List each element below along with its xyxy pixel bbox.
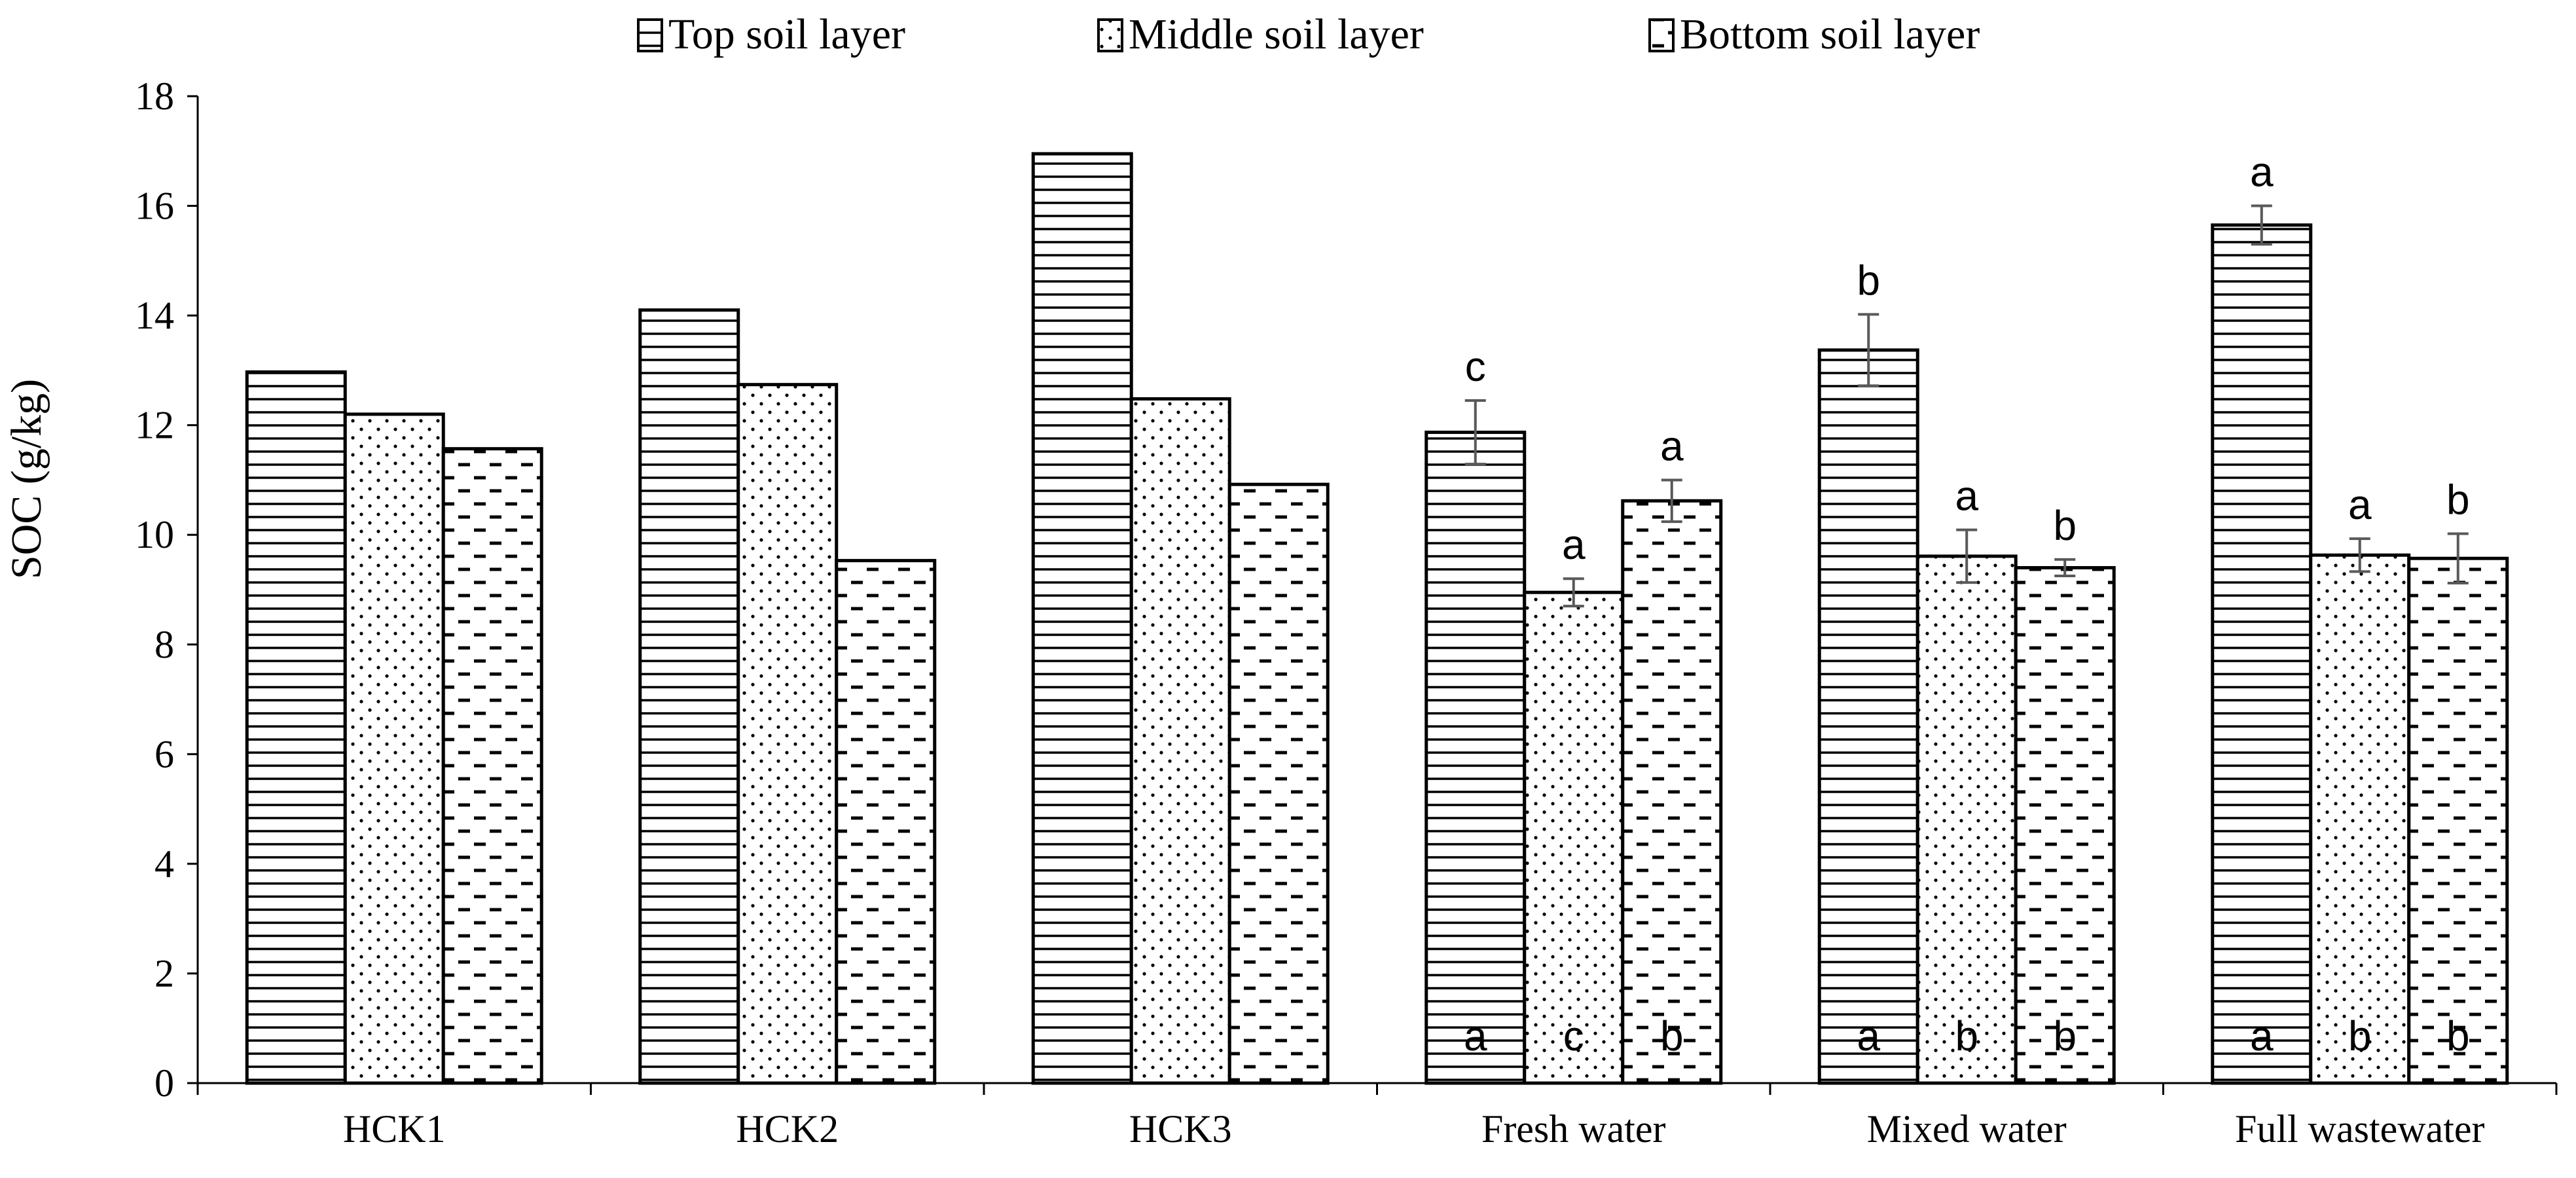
y-tick-label: 10 [135, 513, 174, 556]
legend-swatch-dots [1097, 18, 1123, 52]
significance-letter-top: a [2250, 149, 2274, 196]
legend-item: Bottom soil layer [1648, 10, 1980, 58]
significance-letter-top: a [1660, 422, 1684, 469]
y-tick-label: 8 [154, 623, 174, 666]
legend-item: Top soil layer [637, 10, 905, 58]
bar-dashes [2407, 556, 2509, 1085]
y-tick-label: 2 [154, 952, 174, 995]
y-tick-label: 16 [135, 185, 174, 228]
x-axis: HCK1 HCK2 HCK3 Fresh water Mixed water Full w… [196, 1082, 2558, 1151]
bar-dots [1129, 397, 1231, 1085]
significance-letter-top: a [2348, 481, 2372, 528]
significance-letter-top: a [1562, 521, 1586, 568]
significance-letter-bottom: b [2446, 1012, 2470, 1060]
legend: Top soil layer Middle soil layer Bottom so… [637, 10, 1980, 58]
bar-horizontal-lines [638, 308, 740, 1085]
y-tick-label: 18 [135, 75, 174, 118]
legend-item: Middle soil layer [1097, 10, 1424, 58]
legend-label: Top soil layer [668, 10, 905, 58]
bar-horizontal-lines [1424, 431, 1527, 1085]
bar-horizontal-lines [1031, 152, 1133, 1085]
x-tick-label: HCK3 [1129, 1107, 1232, 1151]
bar-dots [1523, 590, 1625, 1085]
bar-dots [1915, 554, 2018, 1085]
significance-letter-bottom: a [1464, 1012, 1487, 1060]
x-tick-label: Mixed water [1867, 1107, 2067, 1151]
bar-horizontal-lines [2211, 223, 2313, 1085]
significance-letter-bottom: b [2348, 1012, 2372, 1060]
significance-letter-bottom: b [2053, 1012, 2077, 1060]
significance-letter-bottom: b [1660, 1012, 1684, 1060]
legend-label: Middle soil layer [1129, 10, 1424, 58]
bar-dashes [1227, 482, 1330, 1085]
bar-dots [343, 412, 445, 1085]
x-tick-label: HCK2 [736, 1107, 839, 1151]
significance-letter-bottom: c [1563, 1012, 1584, 1060]
significance-letter-top: b [2053, 502, 2077, 549]
y-tick-label: 4 [154, 842, 174, 885]
bar-dashes [1621, 499, 1723, 1085]
x-tick-label: Full wastewater [2235, 1107, 2485, 1151]
bar-horizontal-lines [245, 370, 347, 1085]
legend-swatch-horizontal-lines [637, 18, 663, 52]
bar-dots [2309, 553, 2411, 1085]
significance-letter-bottom: a [1857, 1012, 1880, 1060]
x-tick-label: Fresh water [1481, 1107, 1666, 1151]
bar-horizontal-lines [1817, 348, 1919, 1085]
y-tick-label: 12 [135, 404, 174, 447]
significance-letter-top: b [1857, 257, 1880, 304]
y-tick-label: 0 [154, 1062, 174, 1105]
y-axis: SOC (g/kg) 0 2 4 6 8 10 12 14 16 18 [3, 75, 199, 1105]
significance-letter-top: a [1955, 473, 1978, 520]
significance-letter-bottom: b [1955, 1012, 1978, 1060]
bars [245, 152, 2509, 1085]
legend-swatch-dashes [1648, 18, 1675, 52]
significance-letter-top: b [2446, 476, 2470, 524]
y-axis-label: SOC (g/kg) [3, 379, 50, 579]
bar-dashes [441, 447, 543, 1085]
bar-dashes [2014, 565, 2116, 1085]
bar-dots [736, 383, 839, 1085]
bar-dashes [835, 559, 937, 1085]
error-bars [1464, 204, 2469, 608]
legend-label: Bottom soil layer [1680, 10, 1980, 58]
y-tick-label: 6 [154, 732, 174, 776]
x-tick-label: HCK1 [343, 1107, 446, 1151]
significance-letters: c a b a a a a c a b a b a b b b b b [1464, 149, 2470, 1060]
significance-letter-top: c [1465, 343, 1486, 390]
significance-letter-bottom: a [2250, 1012, 2274, 1060]
y-tick-label: 14 [135, 294, 174, 337]
